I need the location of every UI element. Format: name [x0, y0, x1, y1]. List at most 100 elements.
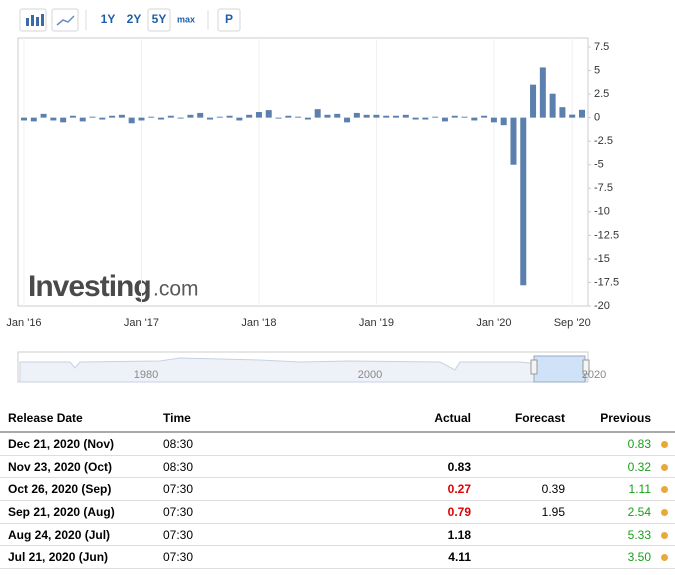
- plot-frame: [17, 37, 589, 307]
- header-cell: Actual: [363, 405, 471, 433]
- release-time: 07:30: [163, 477, 363, 502]
- forecast: [471, 432, 565, 456]
- bar: [89, 116, 96, 118]
- range-label: 5Y: [152, 12, 167, 26]
- navigator: [17, 351, 590, 383]
- dot-cell: [651, 455, 675, 479]
- previous: 0.32: [565, 455, 651, 479]
- bar: [246, 114, 253, 118]
- range-button[interactable]: [96, 9, 120, 31]
- bar: [344, 117, 351, 123]
- nav-handle[interactable]: [530, 359, 538, 375]
- range-button[interactable]: [174, 9, 198, 31]
- release-date: Jul 21, 2020 (Jun): [0, 545, 163, 570]
- header-cell: Previous: [565, 405, 651, 433]
- y-tick-label: 7.5: [594, 41, 609, 53]
- range-label: max: [177, 14, 195, 24]
- x-tick-label: Jan '19: [359, 317, 394, 329]
- bar: [177, 117, 184, 119]
- release-row: Aug 24, 2020 (Jul) 07:30 1.18 5.33: [0, 523, 675, 547]
- navigator-label: 2020: [582, 369, 606, 381]
- importance-dot: [661, 554, 668, 562]
- y-tick-label: -15: [594, 253, 610, 265]
- release-date: Nov 23, 2020 (Oct): [0, 455, 163, 479]
- bar: [226, 115, 233, 118]
- toolbar: [19, 8, 209, 32]
- y-tick-label: -10: [594, 206, 610, 218]
- range-button[interactable]: [147, 8, 171, 32]
- release-date: Sep 21, 2020 (Aug): [0, 500, 163, 524]
- bar: [295, 116, 302, 118]
- x-tick-label: Jan '20: [476, 317, 511, 329]
- forecast: [471, 545, 565, 570]
- bar: [21, 117, 27, 121]
- bar: [158, 117, 165, 120]
- bar: [255, 111, 262, 118]
- range-button[interactable]: [122, 9, 146, 31]
- previous: 0.83: [565, 432, 651, 456]
- actual: 0.79: [363, 500, 471, 524]
- bar: [285, 115, 292, 118]
- dot-cell: [651, 523, 675, 547]
- bar: [569, 114, 576, 118]
- y-tick-label: -20: [594, 300, 610, 312]
- y-tick-label: -7.5: [594, 182, 613, 194]
- dot-cell: [651, 500, 675, 524]
- importance-dot: [661, 531, 668, 539]
- y-tick-label: -5: [594, 159, 604, 171]
- nav-handle[interactable]: [582, 359, 590, 375]
- bar: [441, 117, 448, 122]
- y-tick-label: -17.5: [594, 276, 619, 288]
- bar: [207, 117, 213, 120]
- actual: 0.83: [363, 455, 471, 479]
- bar: [314, 109, 321, 118]
- bar: [363, 114, 370, 118]
- bar: [236, 117, 243, 121]
- release-time: 08:30: [163, 432, 363, 456]
- importance-dot: [661, 486, 668, 494]
- bar: [510, 117, 517, 165]
- watermark-brand: Investing: [28, 270, 151, 303]
- range-label: 2Y: [127, 12, 142, 26]
- header-cell: Release Date: [0, 405, 163, 433]
- bar: [500, 117, 507, 126]
- range-label: 1Y: [101, 12, 116, 26]
- importance-dot: [661, 440, 668, 448]
- bar: [334, 113, 341, 118]
- bar: [530, 84, 537, 118]
- header-cell: Time: [163, 405, 363, 433]
- release-time: 07:30: [163, 545, 363, 570]
- header-row: Release Date Time Actual Forecast Previous: [0, 405, 675, 433]
- release-row: Oct 26, 2020 (Sep) 07:30 0.27 0.39 1.11: [0, 477, 675, 502]
- p-button[interactable]: [217, 8, 241, 32]
- bar: [128, 117, 135, 124]
- bar: [50, 117, 57, 121]
- watermark-suffix: .com: [153, 278, 199, 301]
- bar: [69, 115, 76, 118]
- bar: [304, 117, 311, 120]
- forecast: [471, 455, 565, 479]
- navigator-label: 2000: [358, 369, 382, 381]
- release-row: Sep 21, 2020 (Aug) 07:30 0.79 1.95 2.54: [0, 500, 675, 524]
- bar: [324, 114, 331, 118]
- previous: 2.54: [565, 500, 651, 524]
- x-tick-label: Sep '20: [554, 317, 591, 329]
- bar: [109, 115, 116, 118]
- x-tick-label: Jan '16: [6, 317, 41, 329]
- bar: [579, 109, 585, 118]
- bar: [383, 115, 390, 118]
- release-date: Aug 24, 2020 (Jul): [0, 523, 163, 547]
- dot-cell: [651, 432, 675, 456]
- bar: [402, 114, 409, 118]
- x-tick-label: Jan '17: [124, 317, 159, 329]
- importance-dot: [661, 508, 668, 516]
- previous: 3.50: [565, 545, 651, 570]
- y-tick-label: 0: [594, 112, 600, 124]
- header-cell: [651, 405, 675, 433]
- y-tick-label: 2.5: [594, 88, 609, 100]
- header-cell: Forecast: [471, 405, 565, 433]
- forecast: [471, 523, 565, 547]
- bar: [187, 114, 194, 118]
- bar: [118, 114, 125, 118]
- bar: [353, 112, 360, 118]
